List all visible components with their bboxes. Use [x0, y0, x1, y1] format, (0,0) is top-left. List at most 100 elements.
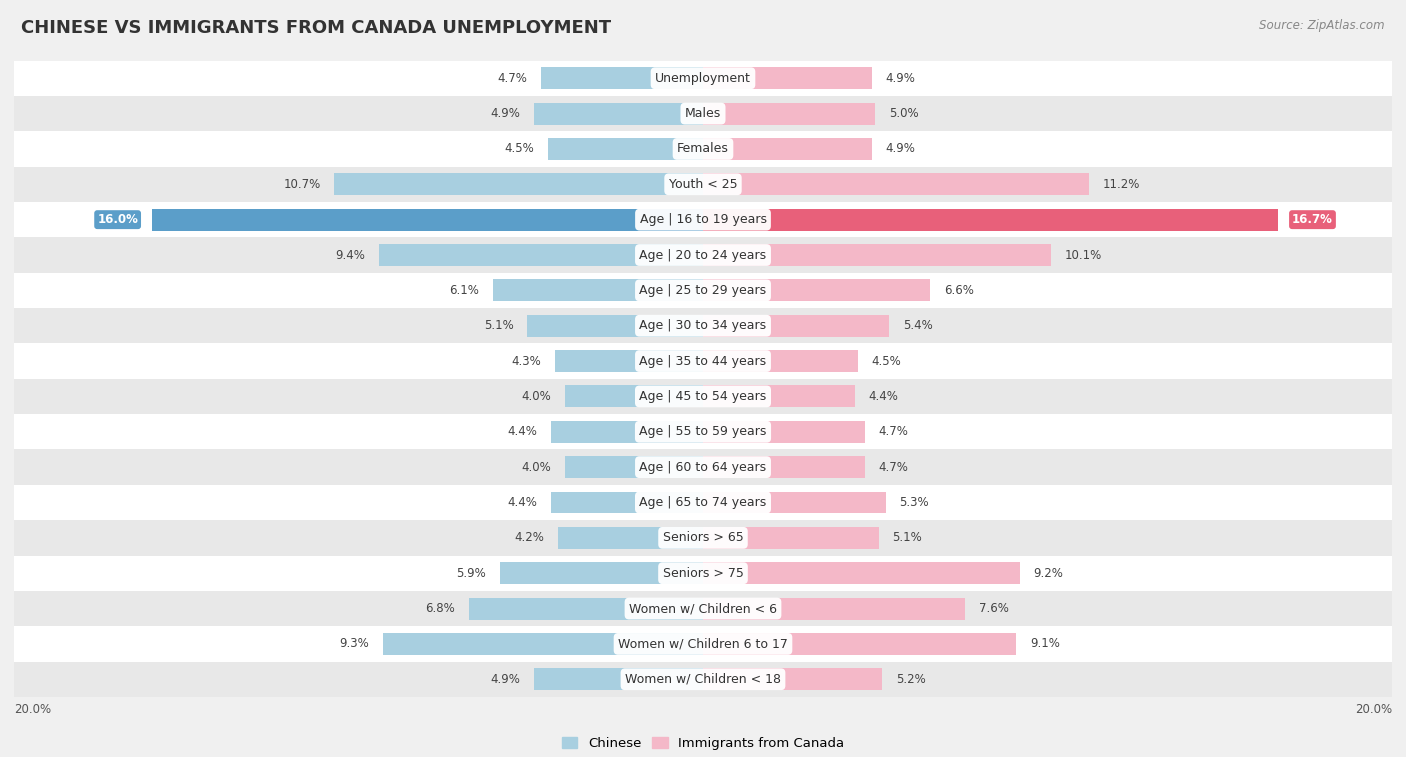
Text: 4.9%: 4.9% [491, 673, 520, 686]
Bar [541, 67, 703, 89]
Text: 5.4%: 5.4% [903, 319, 932, 332]
Bar [14, 167, 1392, 202]
Bar [703, 138, 872, 160]
Text: 5.2%: 5.2% [896, 673, 925, 686]
Bar [380, 244, 703, 266]
Text: 4.4%: 4.4% [869, 390, 898, 403]
Bar [14, 591, 1392, 626]
Text: 16.0%: 16.0% [97, 213, 138, 226]
Text: 9.1%: 9.1% [1031, 637, 1060, 650]
Text: Males: Males [685, 107, 721, 120]
Text: 6.1%: 6.1% [450, 284, 479, 297]
Bar [703, 244, 1050, 266]
Bar [565, 456, 703, 478]
Bar [703, 527, 879, 549]
Text: Women w/ Children < 18: Women w/ Children < 18 [626, 673, 780, 686]
Bar [14, 556, 1392, 591]
Text: Age | 60 to 64 years: Age | 60 to 64 years [640, 461, 766, 474]
Text: CHINESE VS IMMIGRANTS FROM CANADA UNEMPLOYMENT: CHINESE VS IMMIGRANTS FROM CANADA UNEMPL… [21, 19, 612, 37]
Bar [14, 378, 1392, 414]
Text: Women w/ Children < 6: Women w/ Children < 6 [628, 602, 778, 615]
Text: Youth < 25: Youth < 25 [669, 178, 737, 191]
Bar [703, 668, 882, 690]
Bar [14, 238, 1392, 273]
Bar [527, 315, 703, 337]
Bar [382, 633, 703, 655]
Bar [14, 273, 1392, 308]
Bar [14, 308, 1392, 344]
Bar [703, 173, 1088, 195]
Text: 5.3%: 5.3% [900, 496, 929, 509]
Bar [548, 138, 703, 160]
Bar [565, 385, 703, 407]
Text: 6.8%: 6.8% [425, 602, 456, 615]
Bar [14, 450, 1392, 484]
Text: Age | 30 to 34 years: Age | 30 to 34 years [640, 319, 766, 332]
Text: 4.4%: 4.4% [508, 496, 537, 509]
Bar [499, 562, 703, 584]
Bar [14, 662, 1392, 697]
Text: Age | 20 to 24 years: Age | 20 to 24 years [640, 248, 766, 261]
Text: Age | 55 to 59 years: Age | 55 to 59 years [640, 425, 766, 438]
Text: 4.4%: 4.4% [508, 425, 537, 438]
Text: Age | 65 to 74 years: Age | 65 to 74 years [640, 496, 766, 509]
Bar [703, 67, 872, 89]
Bar [703, 315, 889, 337]
Bar [14, 131, 1392, 167]
Bar [703, 279, 931, 301]
Bar [534, 668, 703, 690]
Text: 11.2%: 11.2% [1102, 178, 1140, 191]
Text: 4.7%: 4.7% [498, 72, 527, 85]
Text: 4.5%: 4.5% [872, 354, 901, 368]
Text: Age | 35 to 44 years: Age | 35 to 44 years [640, 354, 766, 368]
Bar [703, 597, 965, 619]
Bar [14, 202, 1392, 238]
Bar [703, 456, 865, 478]
Bar [14, 96, 1392, 131]
Text: Seniors > 75: Seniors > 75 [662, 567, 744, 580]
Text: 20.0%: 20.0% [14, 703, 51, 716]
Text: Unemployment: Unemployment [655, 72, 751, 85]
Text: 10.1%: 10.1% [1064, 248, 1102, 261]
Bar [14, 626, 1392, 662]
Bar [14, 520, 1392, 556]
Text: 4.9%: 4.9% [886, 72, 915, 85]
Bar [335, 173, 703, 195]
Text: 5.1%: 5.1% [484, 319, 513, 332]
Bar [558, 527, 703, 549]
Text: 4.2%: 4.2% [515, 531, 544, 544]
Text: Seniors > 65: Seniors > 65 [662, 531, 744, 544]
Text: 10.7%: 10.7% [284, 178, 321, 191]
Text: 4.7%: 4.7% [879, 425, 908, 438]
Bar [703, 562, 1019, 584]
Text: Age | 25 to 29 years: Age | 25 to 29 years [640, 284, 766, 297]
Text: 5.0%: 5.0% [889, 107, 918, 120]
Bar [152, 209, 703, 231]
Text: 7.6%: 7.6% [979, 602, 1008, 615]
Bar [703, 209, 1278, 231]
Bar [551, 491, 703, 513]
Bar [551, 421, 703, 443]
Bar [494, 279, 703, 301]
Text: 9.4%: 9.4% [336, 248, 366, 261]
Bar [468, 597, 703, 619]
Text: 9.3%: 9.3% [339, 637, 368, 650]
Text: 5.9%: 5.9% [456, 567, 486, 580]
Text: 4.0%: 4.0% [522, 461, 551, 474]
Text: 4.9%: 4.9% [491, 107, 520, 120]
Bar [703, 103, 875, 125]
Text: 4.7%: 4.7% [879, 461, 908, 474]
Text: 4.3%: 4.3% [512, 354, 541, 368]
Text: Females: Females [678, 142, 728, 155]
Bar [14, 484, 1392, 520]
Text: 16.7%: 16.7% [1292, 213, 1333, 226]
Text: 4.0%: 4.0% [522, 390, 551, 403]
Bar [14, 344, 1392, 378]
Bar [703, 385, 855, 407]
Bar [555, 350, 703, 372]
Bar [703, 491, 886, 513]
Text: Source: ZipAtlas.com: Source: ZipAtlas.com [1260, 19, 1385, 32]
Text: Age | 45 to 54 years: Age | 45 to 54 years [640, 390, 766, 403]
Text: Women w/ Children 6 to 17: Women w/ Children 6 to 17 [619, 637, 787, 650]
Text: 4.9%: 4.9% [886, 142, 915, 155]
